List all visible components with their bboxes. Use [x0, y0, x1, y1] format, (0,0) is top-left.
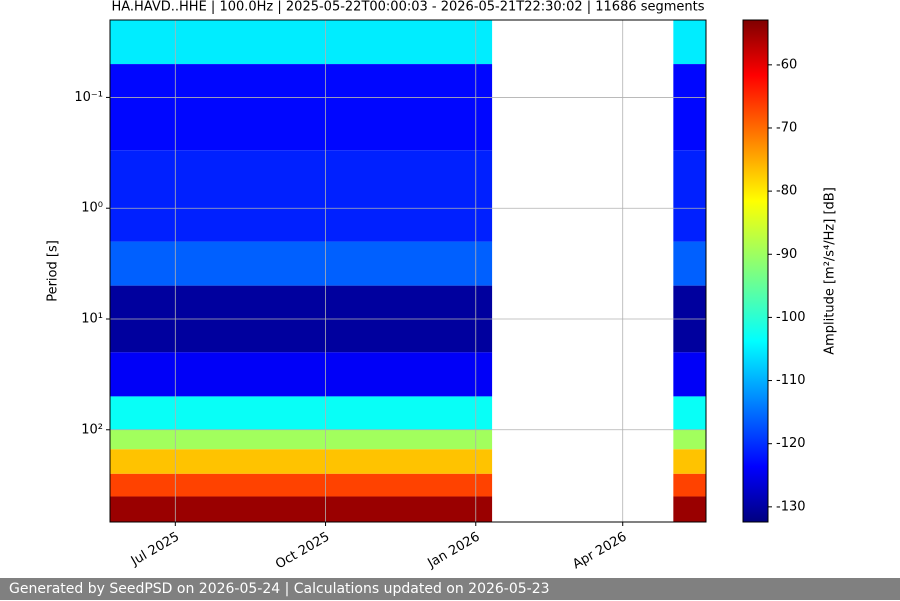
spectrogram-cell	[110, 64, 493, 151]
colorbar-tick-label: -60	[776, 57, 797, 72]
chart: HA.HAVD..HHE | 100.0Hz | 2025-05-22T00:0…	[46, 0, 838, 573]
spectrogram-cell	[673, 429, 706, 450]
colorbar-tick-label: -120	[776, 436, 806, 451]
spectrogram-cell	[673, 352, 706, 397]
x-tick-label: Jan 2026	[425, 530, 483, 572]
colorbar-tick-label: -70	[776, 120, 797, 135]
footer: Generated by SeedPSD on 2026-05-24 | Cal…	[0, 578, 900, 600]
colorbar-tick-label: -90	[776, 247, 797, 262]
spectrogram-cell	[673, 396, 706, 430]
y-tick-label: 10⁰	[81, 201, 103, 216]
spectrogram-cell	[673, 473, 706, 497]
spectrogram-cell	[673, 20, 706, 65]
spectrogram-cell	[673, 64, 706, 151]
y-axis-label: Period [s]	[46, 240, 61, 302]
x-tick-label: Jul 2025	[128, 530, 182, 570]
y-tick-label: 10¹	[81, 311, 103, 326]
spectrogram-cell	[673, 150, 706, 242]
chart-title: HA.HAVD..HHE | 100.0Hz | 2025-05-22T00:0…	[111, 0, 704, 15]
spectrogram-cell	[110, 150, 493, 242]
spectrogram-cell	[110, 352, 493, 397]
colorbar	[742, 19, 769, 523]
y-tick-label: 10⁻¹	[74, 90, 103, 105]
spectrogram-cell	[673, 241, 706, 286]
colorbar-tick-label: -80	[776, 184, 797, 199]
plot-frame	[109, 19, 707, 523]
x-tick-label: Apr 2026	[570, 530, 629, 573]
spectrogram-cell	[110, 473, 493, 497]
spectrogram-cell	[110, 396, 493, 430]
colorbar-tick-label: -130	[776, 499, 806, 514]
colorbar-tick-label: -100	[776, 310, 806, 325]
spectrogram-cell	[673, 496, 706, 522]
spectrogram-cell	[110, 429, 493, 450]
spectrogram-cell	[110, 449, 493, 474]
spectrogram-cell	[110, 496, 493, 522]
x-tick-label: Oct 2025	[273, 530, 332, 573]
colorbar-tick-label: -110	[776, 373, 806, 388]
colorbar-label: Amplitude [m²/s⁴/Hz] [dB]	[823, 187, 838, 355]
spectrogram-cell	[110, 241, 493, 286]
y-tick-label: 10²	[81, 422, 103, 437]
spectrogram-cell	[110, 20, 493, 65]
spectrogram-cell	[673, 449, 706, 474]
